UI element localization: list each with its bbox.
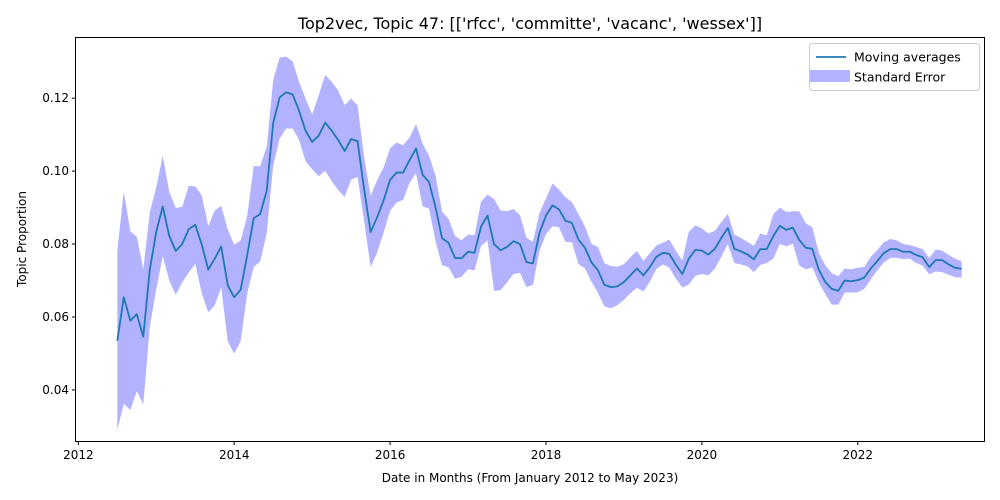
x-tick-label: 2014 <box>219 448 250 462</box>
x-tick-label: 2020 <box>687 448 718 462</box>
x-tick-label: 2018 <box>531 448 562 462</box>
legend-swatch-standard-error <box>810 70 850 82</box>
x-tick-label: 2016 <box>375 448 406 462</box>
plot-frame <box>75 37 985 442</box>
legend-label-moving-averages: Moving averages <box>854 50 961 65</box>
legend-label-standard-error: Standard Error <box>854 70 946 85</box>
x-axis-label: Date in Months (From January 2012 to May… <box>382 471 679 485</box>
x-axis: 2012 2014 2016 2018 2020 2022 <box>63 441 873 462</box>
legend-box <box>809 43 980 91</box>
y-tick-label: 0.06 <box>42 310 69 324</box>
chart-title: Top2vec, Topic 47: [['rfcc', 'committe',… <box>297 14 762 33</box>
plot-area <box>116 56 962 431</box>
y-axis: 0.04 0.06 0.08 0.10 0.12 <box>42 91 76 397</box>
y-tick-label: 0.08 <box>42 237 69 251</box>
y-axis-label: Topic Proportion <box>15 191 29 288</box>
y-tick-label: 0.04 <box>42 383 69 397</box>
x-tick-label: 2022 <box>842 448 873 462</box>
y-tick-label: 0.12 <box>42 91 69 105</box>
x-tick-label: 2012 <box>63 448 94 462</box>
y-tick-label: 0.10 <box>42 164 69 178</box>
legend: Moving averages Standard Error <box>809 43 980 91</box>
series-moving-averages-line <box>116 91 962 341</box>
series-standard-error-band <box>117 56 962 431</box>
